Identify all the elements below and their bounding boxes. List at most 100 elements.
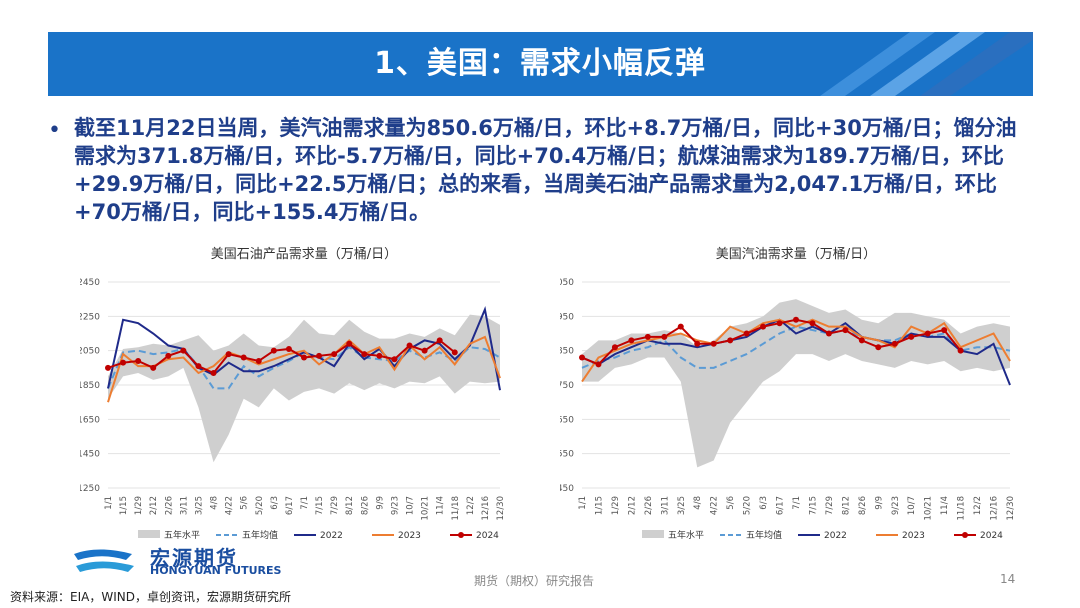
x-tick-label: 2/12: [627, 496, 637, 515]
x-tick-label: 1/29: [611, 496, 621, 515]
legend-label: 五年水平: [668, 529, 704, 541]
data-point-2024: [255, 357, 262, 364]
data-point-2024: [727, 337, 734, 344]
data-point-2024: [957, 347, 964, 354]
x-tick-label: 1/29: [134, 496, 144, 515]
x-tick-label: 6/17: [285, 496, 295, 515]
x-tick-label: 8/26: [858, 496, 868, 515]
data-point-2024: [150, 364, 157, 371]
legend-marker-2024: [962, 532, 968, 538]
x-tick-label: 5/20: [743, 496, 753, 515]
legend-label: 2023: [398, 531, 421, 541]
x-tick-label: 5/20: [255, 496, 265, 515]
legend-marker-2024: [458, 532, 464, 538]
company-logo: [74, 549, 134, 572]
y-tick-label: 1650: [80, 415, 100, 425]
x-tick-label: 4/22: [225, 496, 235, 515]
series-line-2024: [107, 339, 456, 375]
data-point-2024: [875, 344, 882, 351]
x-tick-label: 4/8: [693, 496, 703, 510]
x-tick-label: 3/11: [660, 496, 670, 515]
report-type: 期货（期权）研究报告: [474, 574, 595, 588]
chart-title: 美国汽油需求量（万桶/日）: [716, 247, 876, 262]
x-tick-label: 9/9: [874, 496, 884, 510]
x-tick-label: 9/23: [891, 496, 901, 515]
legend-label: 2022: [824, 531, 847, 541]
data-point-2024: [316, 352, 323, 359]
x-tick-label: 6/17: [776, 496, 786, 515]
data-point-2024: [595, 361, 602, 368]
y-tick-label: 750: [560, 381, 574, 391]
banner-stripe-decoration: [820, 32, 1033, 96]
y-tick-label: 550: [560, 450, 574, 460]
data-point-2024: [195, 363, 202, 370]
x-tick-label: 10/7: [406, 496, 416, 515]
data-point-2024: [941, 327, 948, 334]
data-point-2024: [760, 323, 767, 330]
x-tick-label: 8/26: [360, 496, 370, 515]
x-tick-label: 12/16: [990, 496, 1000, 521]
x-tick-label: 4/22: [710, 496, 720, 515]
data-point-2024: [331, 351, 338, 358]
x-tick-label: 7/1: [300, 496, 310, 510]
data-point-2024: [210, 369, 217, 376]
data-point-2024: [661, 333, 668, 340]
data-point-2024: [644, 333, 651, 340]
data-point-2024: [677, 323, 684, 330]
series-line-2023: [107, 335, 501, 403]
y-tick-label: 1850: [80, 381, 100, 391]
x-tick-label: 7/15: [808, 496, 818, 515]
y-tick-label: 2050: [80, 347, 100, 357]
data-point-2024: [391, 356, 398, 363]
data-point-2024: [301, 354, 307, 361]
data-point-2024: [611, 344, 618, 351]
y-tick-label: 850: [560, 347, 574, 357]
y-tick-label: 950: [560, 312, 574, 322]
series-line-五年均值: [581, 325, 1011, 369]
x-tick-label: 7/1: [792, 496, 802, 510]
x-tick-label: 1/1: [578, 496, 588, 510]
data-point-2024: [406, 342, 413, 349]
data-point-2024: [346, 340, 353, 347]
data-point-2024: [120, 359, 127, 366]
x-tick-label: 2/26: [164, 496, 174, 515]
data-point-2024: [776, 320, 783, 327]
x-tick-label: 1/15: [594, 496, 604, 515]
legend-label: 2022: [320, 531, 343, 541]
data-point-2024: [225, 351, 232, 358]
data-point-2024: [421, 347, 428, 354]
x-tick-label: 8/12: [841, 496, 851, 515]
x-tick-label: 10/21: [924, 496, 934, 521]
x-tick-label: 9/9: [375, 496, 385, 510]
x-tick-label: 1/1: [104, 496, 114, 510]
data-point-2024: [908, 333, 915, 340]
x-tick-label: 11/4: [940, 496, 950, 515]
x-tick-label: 4/8: [210, 496, 220, 510]
legend-label: 2023: [902, 531, 925, 541]
x-tick-label: 10/7: [907, 496, 917, 515]
x-tick-label: 9/23: [390, 496, 400, 515]
five-year-range-band: [108, 314, 500, 463]
data-point-2024: [579, 354, 585, 361]
legend-label: 五年水平: [164, 529, 200, 541]
series-line-2022: [581, 318, 1011, 386]
x-tick-label: 12/30: [496, 496, 506, 521]
legend-label: 五年均值: [746, 529, 782, 541]
x-tick-label: 2/26: [644, 496, 654, 515]
data-point-2024: [628, 337, 635, 344]
x-tick-label: 3/25: [194, 496, 204, 515]
x-tick-label: 5/6: [240, 496, 250, 510]
x-tick-label: 11/4: [436, 496, 446, 515]
data-point-2024: [891, 340, 898, 347]
x-tick-label: 11/18: [957, 496, 967, 521]
data-point-2024: [240, 354, 247, 361]
data-point-2024: [710, 340, 717, 347]
page-title: 1、美国：需求小幅反弹: [374, 46, 706, 81]
legend-label: 五年均值: [242, 529, 278, 541]
y-tick-label: 650: [560, 415, 574, 425]
y-tick-label: 450: [560, 484, 574, 494]
chart-title: 美国石油产品需求量（万桶/日）: [211, 247, 397, 262]
y-tick-label: 1250: [80, 484, 100, 494]
chart-gasoline-demand: 美国汽油需求量（万桶/日） 450 550 650 750 850 950 1050 1/1 1/…: [560, 247, 1016, 541]
x-tick-label: 12/2: [973, 496, 983, 515]
